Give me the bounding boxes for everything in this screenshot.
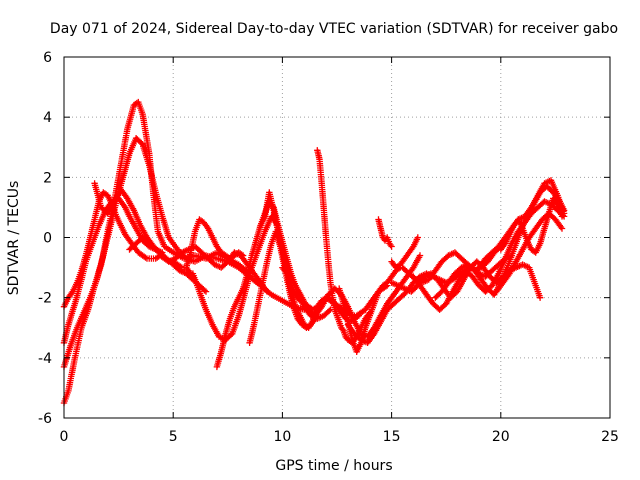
ticks-layer xyxy=(63,56,611,419)
series-markers xyxy=(183,216,247,271)
x-tick-label: 20 xyxy=(492,429,510,445)
chart-title: Day 071 of 2024, Sidereal Day-to-day VTE… xyxy=(50,21,618,37)
x-axis-label: GPS time / hours xyxy=(275,458,392,474)
tick-labels-layer: 0 5 10 15 20 25 -6 -4 -2 0 2 4 6 xyxy=(38,50,619,445)
x-tick-label: 25 xyxy=(601,429,619,445)
y-tick-label: 4 xyxy=(43,110,52,126)
y-tick-label: 0 xyxy=(43,231,52,247)
data-layer xyxy=(60,98,568,407)
y-tick-label: -4 xyxy=(38,351,52,367)
y-axis-label: SDTVAR / TECUs xyxy=(6,181,22,296)
y-tick-label: 2 xyxy=(43,170,52,186)
x-tick-label: 5 xyxy=(169,429,178,445)
series-trace-21 xyxy=(493,210,566,295)
series-trace-10 xyxy=(246,228,362,346)
x-tick-label: 15 xyxy=(383,429,401,445)
y-tick-label: -2 xyxy=(38,291,52,307)
series-markers xyxy=(493,210,566,295)
series-markers xyxy=(388,234,421,271)
series-markers xyxy=(375,216,395,250)
grid-layer xyxy=(64,57,610,418)
series-trace-24 xyxy=(388,234,421,271)
series-markers xyxy=(399,243,504,286)
series-trace-7 xyxy=(183,216,247,271)
x-tick-label: 10 xyxy=(273,429,291,445)
series-markers xyxy=(314,147,373,346)
series-trace-15 xyxy=(375,216,395,250)
series-markers xyxy=(246,228,362,346)
series-trace-23 xyxy=(399,243,504,286)
y-tick-label: 6 xyxy=(43,50,52,66)
series-trace-13 xyxy=(314,147,373,346)
y-tick-label: -6 xyxy=(38,411,52,427)
x-tick-label: 0 xyxy=(60,429,69,445)
